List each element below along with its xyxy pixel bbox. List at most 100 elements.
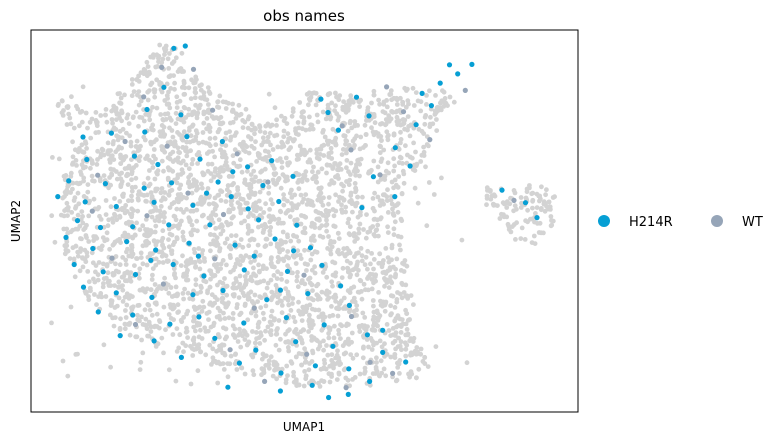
background-cell [405, 114, 411, 119]
background-cell [379, 138, 384, 143]
background-cell [360, 355, 366, 361]
background-cell [80, 255, 85, 261]
background-cell [224, 236, 230, 242]
background-cell [180, 340, 186, 346]
background-cell [286, 136, 291, 142]
background-cell [125, 182, 131, 188]
background-cell [81, 175, 87, 181]
background-cell [268, 197, 274, 203]
background-cell [365, 276, 370, 281]
background-cell [150, 165, 156, 170]
background-cell [206, 89, 212, 95]
background-cell [306, 329, 311, 334]
background-cell [362, 122, 368, 128]
background-cell [222, 316, 228, 321]
background-cell [294, 274, 300, 279]
background-cell [320, 109, 326, 115]
point-h214r [428, 103, 434, 109]
background-cell [206, 215, 212, 221]
background-cell [398, 330, 404, 335]
background-cell [235, 339, 241, 344]
background-cell [267, 329, 273, 335]
background-cell [85, 182, 91, 188]
background-cell [269, 255, 274, 260]
background-cell [432, 108, 438, 114]
background-cell [108, 283, 114, 288]
background-cell [192, 95, 198, 101]
background-cell [167, 51, 172, 56]
background-cell [198, 349, 203, 355]
background-cell [198, 95, 203, 101]
background-cell [175, 155, 181, 161]
background-cell [332, 292, 338, 298]
background-cell [160, 242, 165, 248]
background-cell [398, 140, 403, 146]
background-cell [331, 213, 337, 219]
background-cell [149, 277, 155, 282]
background-cell [126, 296, 132, 301]
background-cell [237, 157, 243, 163]
background-cell [518, 236, 524, 242]
background-cell [233, 194, 239, 200]
background-cell [322, 134, 328, 140]
background-cell [316, 216, 322, 222]
point-wt [367, 359, 373, 365]
point-h214r [241, 267, 247, 273]
background-cell [371, 158, 377, 164]
background-cell [145, 175, 151, 181]
background-cell [348, 272, 353, 278]
background-cell [180, 253, 185, 259]
background-cell [111, 103, 117, 109]
background-cell [296, 238, 302, 244]
background-cell [187, 184, 193, 190]
point-h214r [196, 314, 202, 320]
background-cell [249, 236, 255, 242]
background-cell [120, 299, 126, 304]
background-cell [308, 94, 314, 100]
point-h214r [228, 194, 234, 200]
background-cell [172, 143, 177, 149]
background-cell [245, 125, 251, 131]
background-cell [371, 114, 377, 119]
background-cell [253, 174, 258, 180]
background-cell [297, 335, 303, 341]
background-cell [137, 266, 143, 272]
background-cell [347, 309, 352, 315]
background-cell [97, 178, 103, 184]
background-cell [295, 120, 301, 125]
background-cell [252, 131, 257, 137]
background-cell [323, 116, 329, 122]
background-cell [324, 292, 330, 297]
point-h214r [182, 43, 188, 49]
background-cell [98, 151, 104, 157]
background-cell [215, 282, 220, 288]
background-cell [240, 244, 246, 250]
background-cell [316, 380, 321, 386]
background-cell [287, 214, 293, 220]
background-cell [267, 219, 273, 225]
background-cell [129, 188, 135, 194]
background-cell [170, 332, 176, 337]
background-cell [265, 280, 271, 286]
background-cell [144, 238, 150, 244]
background-cell [153, 242, 159, 248]
background-cell [357, 371, 363, 377]
background-cell [223, 326, 229, 332]
background-cell [246, 243, 252, 249]
background-cell [112, 305, 118, 310]
background-cell [401, 261, 407, 267]
background-cell [307, 275, 313, 281]
labelled-points [55, 43, 540, 401]
background-cell [271, 166, 277, 171]
background-cell [389, 97, 394, 103]
background-cell [223, 143, 229, 149]
background-cell [120, 287, 126, 293]
background-cell [129, 198, 135, 204]
background-cell [414, 161, 420, 167]
point-wt [210, 107, 216, 113]
background-cell [198, 198, 204, 204]
background-cell [190, 296, 196, 302]
background-cell [166, 66, 172, 71]
background-cell [103, 212, 109, 218]
background-cell [243, 106, 249, 112]
